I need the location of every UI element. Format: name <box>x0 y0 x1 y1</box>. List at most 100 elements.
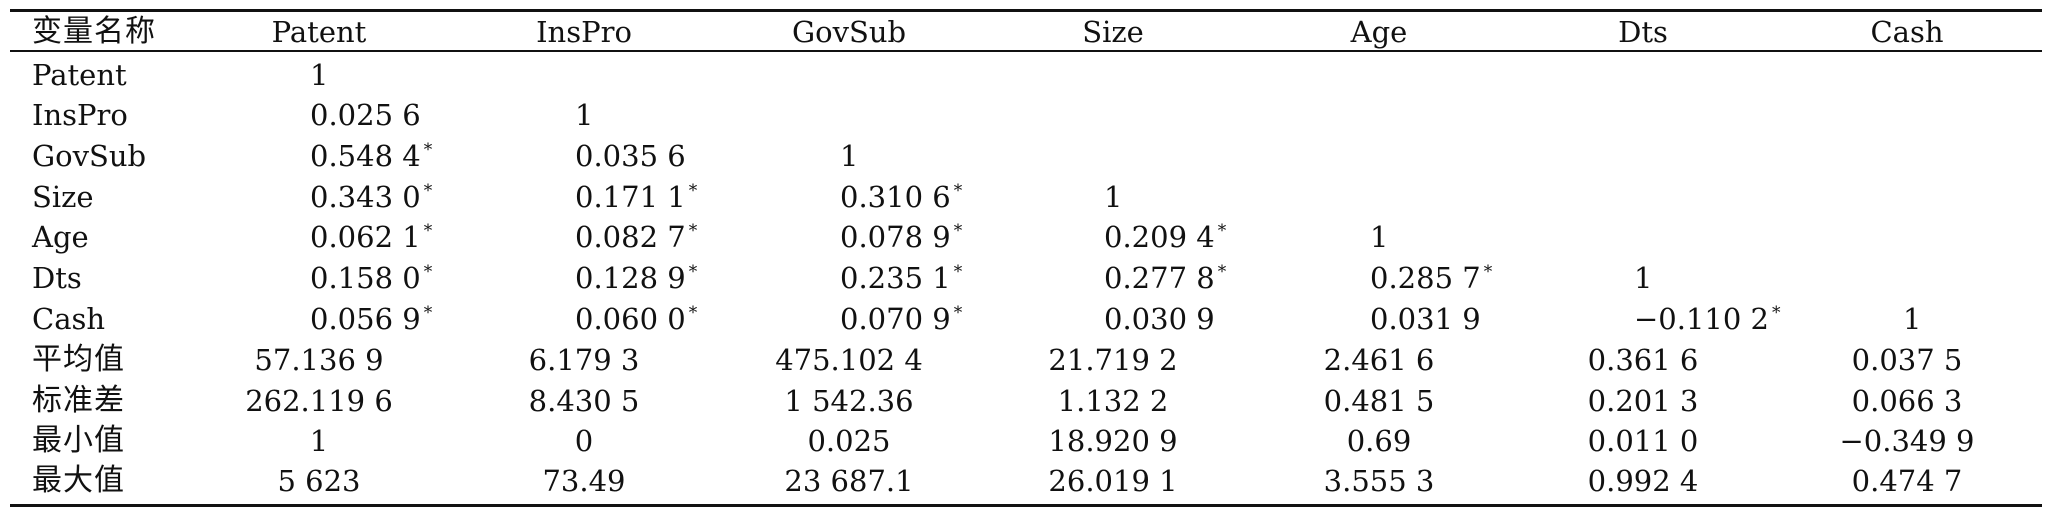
table-cell: 0.078 9 * <box>840 217 962 257</box>
table-cell: 73.49 <box>542 461 625 501</box>
table-cell: 1 <box>1104 177 1122 217</box>
significance-mark: * <box>953 303 963 323</box>
significance-mark: * <box>423 181 433 201</box>
table-cell: 0.548 4 * <box>310 136 432 176</box>
cell-value: 1 <box>310 58 329 92</box>
cell-value: 73.49 <box>542 464 626 498</box>
cell-value: −0.349 9 <box>1839 424 1975 458</box>
row-label: InsPro <box>32 98 128 132</box>
table-cell: 0.060 0 * <box>575 299 697 339</box>
table-cell: 1 542.36 <box>784 381 913 421</box>
table-cell: 0.082 7 * <box>575 217 697 257</box>
cell-value: 0.025 6 <box>310 98 421 132</box>
row-label: GovSub <box>32 139 147 173</box>
table-row: 平均值 57.136 9 6.179 3 475.102 4 21.719 2 2.461… <box>0 340 2048 380</box>
table-cell: 0.235 1 * <box>840 258 962 298</box>
significance-mark: * <box>423 221 433 241</box>
cell-value: 0.474 7 <box>1851 464 1963 498</box>
table-row: Patent 1 <box>0 55 2048 95</box>
row-label: Size <box>32 180 94 214</box>
header-patent: Patent <box>271 15 367 49</box>
cell-value: 0.037 5 <box>1851 343 1963 377</box>
table-cell: 6.179 3 <box>529 340 640 380</box>
cell-value: 0.128 9 <box>575 261 686 295</box>
table-cell: 0.310 6 * <box>840 177 962 217</box>
table-cell: 18.920 9 <box>1048 421 1177 461</box>
table-cell: 0.128 9 * <box>575 258 697 298</box>
row-label: Patent <box>32 58 127 92</box>
header-dts: Dts <box>1618 15 1668 49</box>
cell-value: 0.060 0 <box>575 302 686 336</box>
table-row: GovSub 0.548 4 * 0.035 6 1 <box>0 136 2048 176</box>
cell-value: 57.136 9 <box>254 343 384 377</box>
bottom-rule <box>10 504 2042 507</box>
table-cell: 0.474 7 <box>1852 461 1963 501</box>
table-cell: 1 <box>310 55 328 95</box>
table-cell: 475.102 4 <box>775 340 923 380</box>
significance-mark: * <box>423 303 433 323</box>
cell-value: 3.555 3 <box>1323 464 1435 498</box>
table-cell: 57.136 9 <box>254 340 383 380</box>
table-row: Dts 0.158 0 * 0.128 9 * 0.235 1 * 0.277 8 * 0.285… <box>0 258 2048 298</box>
header-inspro: InsPro <box>536 15 632 49</box>
cell-value: 0 <box>574 424 594 458</box>
row-label: Dts <box>32 261 82 295</box>
table-cell: 0.070 9 * <box>840 299 962 339</box>
cell-value: 23 687.1 <box>784 464 914 498</box>
table-row: Age 0.062 1 * 0.082 7 * 0.078 9 * 0.209 4 * 1 <box>0 217 2048 257</box>
significance-mark: * <box>1772 303 1781 323</box>
cell-value: 1 <box>1370 220 1389 254</box>
cell-value: 0.035 6 <box>575 139 686 173</box>
table-cell: 0.037 5 <box>1852 340 1963 380</box>
table-cell: 2.461 6 <box>1324 340 1435 380</box>
table-cell: 23 687.1 <box>784 461 913 501</box>
table-cell: 0.69 <box>1347 421 1412 461</box>
table-cell: 0.481 5 <box>1324 381 1435 421</box>
row-label: 标准差 <box>32 383 125 418</box>
table-row: Size 0.343 0 * 0.171 1 * 0.310 6 * 1 <box>0 177 2048 217</box>
cell-value: 0.062 1 <box>310 220 421 254</box>
cell-value: 5 623 <box>277 464 361 498</box>
cell-value: 0.066 3 <box>1851 384 1963 418</box>
header-variable-name: 变量名称 <box>32 14 156 49</box>
cell-value: 0.070 9 <box>840 302 951 336</box>
significance-mark: * <box>1217 221 1227 241</box>
table-cell: −0.349 9 <box>1840 421 1975 461</box>
cell-value: 1.132 2 <box>1057 384 1169 418</box>
table-cell: 0.158 0 * <box>310 258 432 298</box>
table-row: InsPro 0.025 6 1 <box>0 95 2048 135</box>
table-row: 最大值 5 623 73.49 23 687.1 26.019 1 3.555 3 0.99… <box>0 461 2048 501</box>
table-cell: 3.555 3 <box>1324 461 1435 501</box>
table-cell: 0.066 3 <box>1852 381 1963 421</box>
table-row: 标准差 262.119 6 8.430 5 1 542.36 1.132 2 0.481 … <box>0 381 2048 421</box>
cell-value: 0.277 8 <box>1104 261 1215 295</box>
cell-value: 0.078 9 <box>840 220 951 254</box>
cell-value: 0.209 4 <box>1104 220 1215 254</box>
cell-value: 6.179 3 <box>528 343 640 377</box>
table-cell: 5 623 <box>277 461 360 501</box>
table-cell: 0.025 6 <box>310 95 421 135</box>
header-govsub: GovSub <box>791 15 907 49</box>
cell-value: 0.171 1 <box>575 180 686 214</box>
table-cell: 0.277 8 * <box>1104 258 1226 298</box>
cell-value: 475.102 4 <box>775 343 923 377</box>
cell-value: 0.056 9 <box>310 302 421 336</box>
header-size: Size <box>1082 15 1144 49</box>
cell-value: 18.920 9 <box>1048 424 1178 458</box>
cell-value: 26.019 1 <box>1048 464 1178 498</box>
significance-mark: * <box>1483 262 1493 282</box>
table-cell: 8.430 5 <box>529 381 640 421</box>
header-rule <box>10 50 2042 52</box>
table-cell: 0.031 9 <box>1370 299 1481 339</box>
table-cell: 0.035 6 <box>575 136 686 176</box>
table-cell: 0.209 4 * <box>1104 217 1226 257</box>
row-label: Age <box>32 220 89 254</box>
table-row: Cash 0.056 9 * 0.060 0 * 0.070 9 * 0.030 9 0.031… <box>0 299 2048 339</box>
table-cell: 21.719 2 <box>1048 340 1177 380</box>
cell-value: 0.361 6 <box>1587 343 1699 377</box>
table-cell: 0.056 9 * <box>310 299 432 339</box>
cell-value: 1 <box>1634 261 1653 295</box>
header-cash: Cash <box>1870 15 1944 49</box>
row-label: 平均值 <box>32 342 125 377</box>
table-cell: 0.025 <box>807 421 890 461</box>
